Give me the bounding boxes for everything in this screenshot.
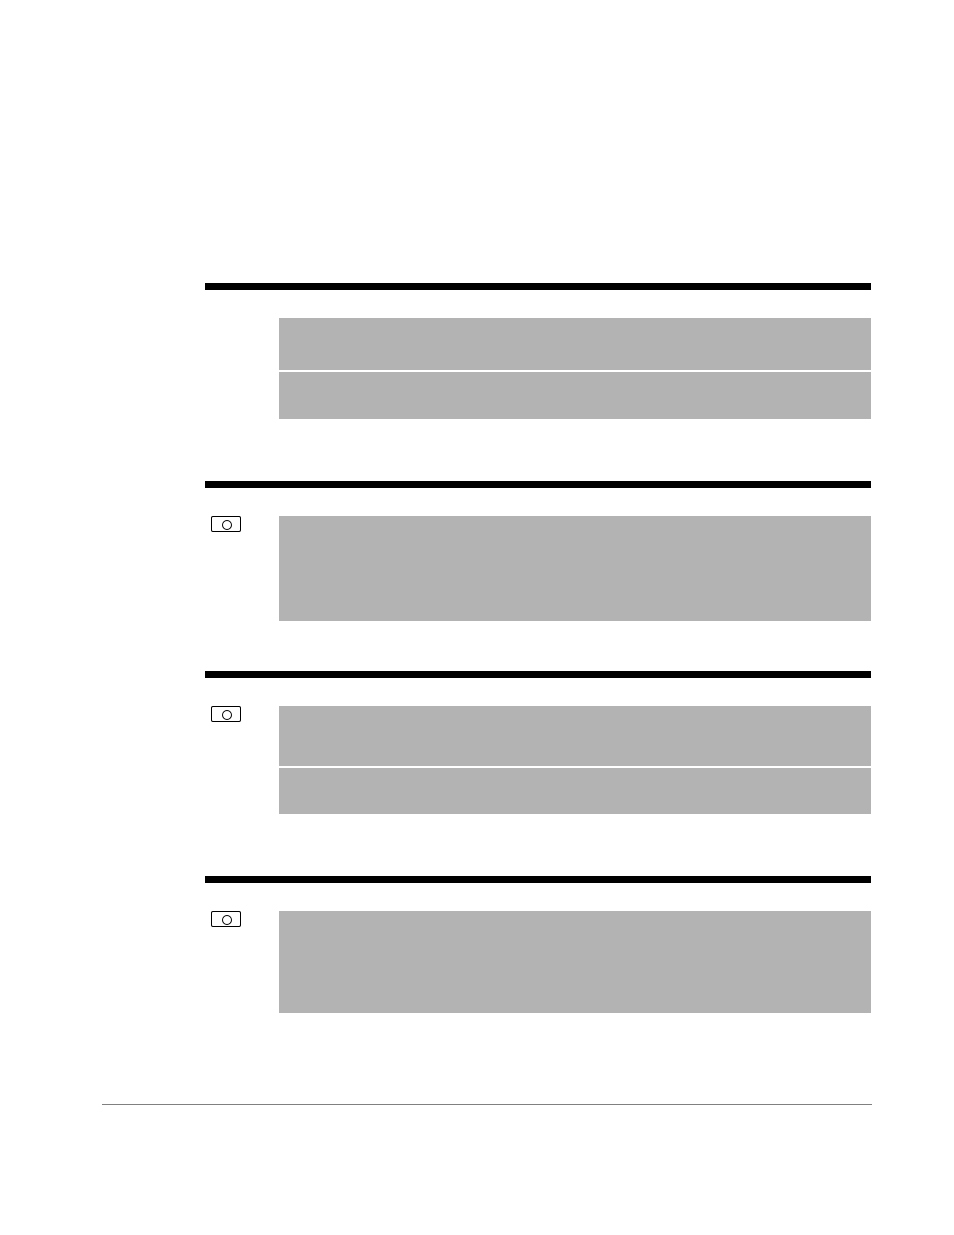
footer-rule [102, 1104, 872, 1105]
camera-icon [211, 911, 241, 927]
page [0, 0, 954, 1235]
gray-panel [279, 911, 871, 1013]
section-icon-slot [211, 911, 247, 932]
section-2 [205, 481, 871, 621]
content-area [205, 283, 871, 1053]
section-3 [205, 671, 871, 814]
camera-icon [211, 516, 241, 532]
section-icon-slot [211, 516, 247, 537]
section-divider [205, 671, 871, 678]
section-4 [205, 876, 871, 1013]
gray-panel [279, 768, 871, 814]
camera-icon [211, 706, 241, 722]
section-divider [205, 481, 871, 488]
section-divider [205, 876, 871, 883]
section-1 [205, 283, 871, 419]
section-divider [205, 283, 871, 290]
gray-panel [279, 372, 871, 419]
section-icon-slot [211, 706, 247, 727]
gray-panel [279, 706, 871, 766]
gray-panel [279, 318, 871, 370]
gray-panel [279, 516, 871, 621]
